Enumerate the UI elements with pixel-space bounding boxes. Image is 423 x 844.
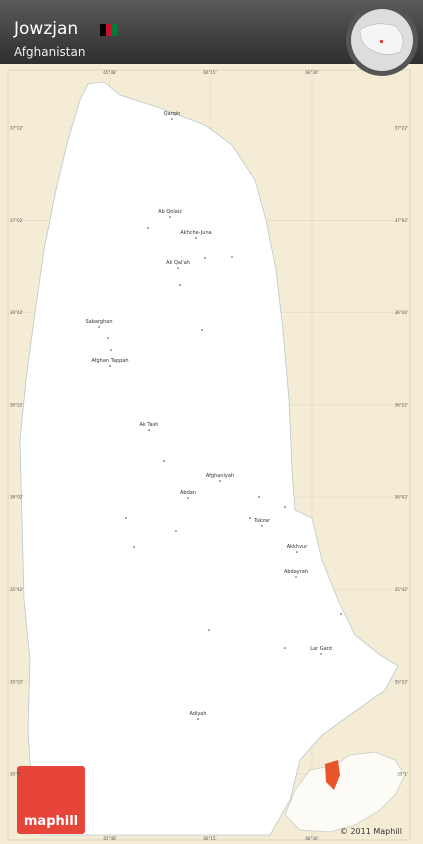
longitude-label: 65°48' bbox=[103, 70, 116, 75]
settlement-dot bbox=[125, 517, 127, 519]
longitude-label: 66°30' bbox=[305, 70, 318, 75]
latitude-label: 36°42' bbox=[10, 310, 23, 315]
place-label: Tukzar bbox=[253, 518, 271, 524]
logo[interactable]: maphill bbox=[17, 766, 85, 834]
places: Qarqin Ab Qolaiz Akhche-Juna Ak Qal'ah Sabar… bbox=[85, 111, 342, 720]
settlement-dot bbox=[208, 629, 210, 631]
settlement-dot bbox=[249, 517, 251, 519]
place-dot bbox=[261, 525, 263, 527]
latitude-label: 37°02' bbox=[10, 218, 23, 223]
latitude-label: 36°22' bbox=[10, 402, 23, 407]
globe bbox=[346, 4, 418, 76]
subtitle: Afghanistan bbox=[14, 45, 85, 59]
settlement-dot bbox=[175, 530, 177, 532]
place-label: Akhche-Juna bbox=[180, 230, 211, 236]
latitude-label: 35°1' bbox=[10, 772, 21, 777]
latitude-label: 37°22' bbox=[10, 126, 23, 131]
longitude-label: 65°48' bbox=[103, 836, 116, 841]
place-label: Afghan Tappah bbox=[91, 358, 128, 364]
latitude-label: 36°42' bbox=[395, 310, 408, 315]
latitude-label: 35°42' bbox=[395, 587, 408, 592]
latitude-label: 37°22' bbox=[395, 126, 408, 131]
settlement-dot bbox=[284, 647, 286, 649]
longitude-label: 66°15' bbox=[203, 70, 216, 75]
settlement-dot bbox=[147, 227, 149, 229]
place-dot bbox=[177, 267, 179, 269]
place-dot bbox=[109, 365, 111, 367]
latitude-label: 37°02' bbox=[395, 218, 408, 223]
place-dot bbox=[169, 216, 171, 218]
place-dot bbox=[187, 497, 189, 499]
place-dot bbox=[219, 480, 221, 482]
place-dot bbox=[320, 653, 322, 655]
settlement-dot bbox=[201, 329, 203, 331]
place-label: Ak Tash bbox=[140, 422, 159, 428]
place-dot bbox=[171, 118, 173, 120]
latitude-label: 35°22' bbox=[395, 679, 408, 684]
place-dot bbox=[296, 551, 298, 553]
place-label: Lar Gard bbox=[310, 646, 332, 652]
settlement-dot bbox=[133, 546, 135, 548]
place-label: Adiyah bbox=[189, 711, 206, 717]
latitude-label: 35°42' bbox=[10, 587, 23, 592]
title: Jowzjan bbox=[13, 19, 78, 39]
place-label: Sabarghan bbox=[85, 319, 112, 325]
settlement-dot bbox=[163, 460, 165, 462]
province-shape bbox=[19, 81, 399, 836]
settlement-dot bbox=[107, 337, 109, 339]
place-label: Ab Qolaiz bbox=[158, 209, 182, 215]
latitude-label: 36°02' bbox=[395, 495, 408, 500]
logo-text[interactable]: maphill bbox=[24, 814, 78, 829]
flag bbox=[100, 24, 118, 36]
latitude-label: 35°1' bbox=[397, 772, 408, 777]
place-dot bbox=[197, 718, 199, 720]
place-label: Qarqin bbox=[164, 111, 181, 117]
latitude-label: 35°22' bbox=[10, 679, 23, 684]
country-inset bbox=[284, 751, 406, 833]
place-label: Afghaniyah bbox=[206, 473, 234, 479]
longitude-label: 66°15' bbox=[203, 836, 216, 841]
settlement-dot bbox=[110, 349, 112, 351]
place-dot bbox=[295, 576, 297, 578]
settlement-dot bbox=[284, 506, 286, 508]
settlement-dot bbox=[340, 613, 342, 615]
latitude-label: 36°02' bbox=[10, 495, 23, 500]
settlement-dot bbox=[231, 256, 233, 258]
place-label: Akkhvur bbox=[287, 544, 309, 550]
place-dot bbox=[98, 326, 100, 328]
place-label: Abdan bbox=[180, 490, 196, 496]
latitude-label: 36°22' bbox=[395, 402, 408, 407]
settlement-dot bbox=[258, 496, 260, 498]
place-label: Ak Qal'ah bbox=[166, 260, 190, 266]
place-label: Abdayrah bbox=[284, 569, 308, 575]
longitude-label: 66°30' bbox=[305, 836, 318, 841]
settlement-dot bbox=[204, 257, 206, 259]
place-dot bbox=[195, 237, 197, 239]
copyright: © 2011 Maphill bbox=[340, 827, 402, 836]
settlement-dot bbox=[179, 284, 181, 286]
place-dot bbox=[148, 429, 150, 431]
